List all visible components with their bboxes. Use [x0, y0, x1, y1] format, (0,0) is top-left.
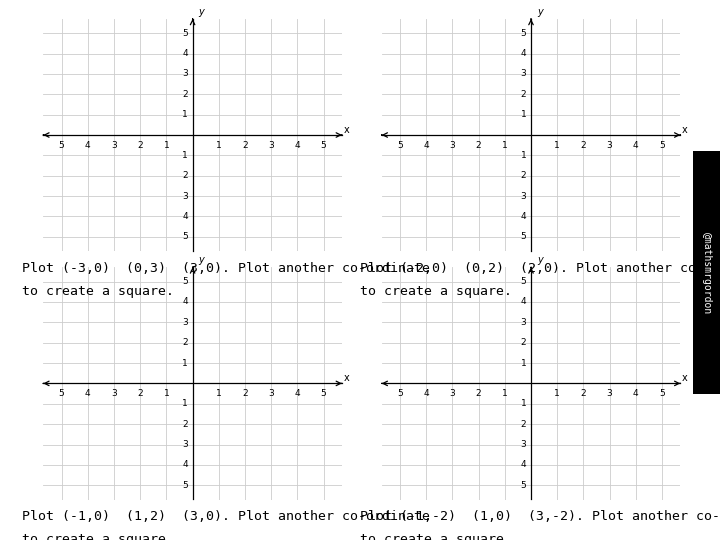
Text: 5: 5 — [182, 481, 188, 490]
Text: 5: 5 — [321, 141, 327, 150]
Text: 3: 3 — [607, 389, 613, 398]
Text: 4: 4 — [521, 212, 526, 221]
Text: 4: 4 — [182, 298, 188, 306]
Text: 2: 2 — [242, 141, 248, 150]
Text: 4: 4 — [294, 389, 300, 398]
Text: x: x — [343, 125, 349, 135]
Text: y: y — [537, 7, 542, 17]
Text: 2: 2 — [521, 338, 526, 347]
Text: 1: 1 — [182, 110, 188, 119]
Text: 3: 3 — [182, 318, 188, 327]
Text: 1: 1 — [182, 399, 188, 408]
Text: 3: 3 — [182, 440, 188, 449]
Text: 4: 4 — [633, 141, 639, 150]
Text: Plot (-3,0)  (0,3)  (3,0). Plot another co-ordinate: Plot (-3,0) (0,3) (3,0). Plot another co… — [22, 262, 430, 275]
Text: to create a square.: to create a square. — [22, 533, 174, 540]
Text: to create a square.: to create a square. — [360, 285, 512, 298]
Text: 1: 1 — [554, 389, 560, 398]
Text: 2: 2 — [138, 141, 143, 150]
Text: 3: 3 — [449, 141, 455, 150]
Text: 2: 2 — [476, 389, 482, 398]
Text: 5: 5 — [521, 277, 526, 286]
Text: 3: 3 — [269, 389, 274, 398]
Text: 2: 2 — [138, 389, 143, 398]
Text: 4: 4 — [182, 49, 188, 58]
Text: 5: 5 — [182, 29, 188, 38]
Text: 5: 5 — [521, 481, 526, 490]
Text: x: x — [343, 373, 349, 383]
Text: 1: 1 — [554, 141, 560, 150]
Text: 2: 2 — [242, 389, 248, 398]
Text: 5: 5 — [58, 389, 64, 398]
Text: 4: 4 — [85, 141, 91, 150]
Text: 2: 2 — [580, 389, 586, 398]
Text: 5: 5 — [660, 141, 665, 150]
Text: @mathsmrgordon: @mathsmrgordon — [702, 232, 711, 314]
Text: 1: 1 — [521, 151, 526, 160]
Text: 4: 4 — [85, 389, 91, 398]
Text: 3: 3 — [521, 440, 526, 449]
Text: 3: 3 — [182, 70, 188, 78]
Text: 1: 1 — [521, 359, 526, 368]
Text: Plot (-1,-2)  (1,0)  (3,-2). Plot another co-ordinate: Plot (-1,-2) (1,0) (3,-2). Plot another … — [360, 510, 720, 523]
Text: 3: 3 — [521, 192, 526, 200]
Text: 2: 2 — [476, 141, 482, 150]
Text: 1: 1 — [182, 359, 188, 368]
Text: 1: 1 — [216, 141, 222, 150]
Text: 5: 5 — [397, 389, 402, 398]
Text: 4: 4 — [423, 141, 429, 150]
Text: 1: 1 — [163, 389, 169, 398]
Text: 3: 3 — [111, 141, 117, 150]
Text: 4: 4 — [423, 389, 429, 398]
Text: 1: 1 — [216, 389, 222, 398]
Text: 2: 2 — [521, 90, 526, 99]
Text: 1: 1 — [502, 141, 508, 150]
Text: 5: 5 — [660, 389, 665, 398]
Text: 5: 5 — [397, 141, 402, 150]
Text: 5: 5 — [521, 232, 526, 241]
Text: 2: 2 — [580, 141, 586, 150]
Text: 5: 5 — [58, 141, 64, 150]
Text: x: x — [682, 373, 688, 383]
Text: 5: 5 — [321, 389, 327, 398]
Text: x: x — [682, 125, 688, 135]
Text: 3: 3 — [521, 318, 526, 327]
Text: Plot (-2,0)  (0,2)  (2,0). Plot another co-ordinate: Plot (-2,0) (0,2) (2,0). Plot another co… — [360, 262, 720, 275]
Text: 1: 1 — [521, 110, 526, 119]
Text: 2: 2 — [182, 338, 188, 347]
Text: 1: 1 — [502, 389, 508, 398]
Text: 4: 4 — [521, 49, 526, 58]
Text: y: y — [199, 7, 204, 17]
Text: 4: 4 — [521, 461, 526, 469]
Text: 2: 2 — [521, 420, 526, 429]
Text: 4: 4 — [182, 212, 188, 221]
Text: 5: 5 — [182, 232, 188, 241]
Text: 4: 4 — [182, 461, 188, 469]
Text: to create a square.: to create a square. — [22, 285, 174, 298]
Text: 3: 3 — [269, 141, 274, 150]
Text: 1: 1 — [521, 399, 526, 408]
Text: y: y — [199, 255, 204, 265]
Text: 3: 3 — [111, 389, 117, 398]
Text: 2: 2 — [182, 420, 188, 429]
Text: 3: 3 — [607, 141, 613, 150]
Text: 5: 5 — [521, 29, 526, 38]
Text: 3: 3 — [521, 70, 526, 78]
Text: 4: 4 — [294, 141, 300, 150]
Text: 4: 4 — [633, 389, 639, 398]
Text: 4: 4 — [521, 298, 526, 306]
Text: 2: 2 — [521, 171, 526, 180]
Text: 3: 3 — [449, 389, 455, 398]
Text: 3: 3 — [182, 192, 188, 200]
Text: Plot (-1,0)  (1,2)  (3,0). Plot another co-ordinate: Plot (-1,0) (1,2) (3,0). Plot another co… — [22, 510, 430, 523]
Text: to create a square.: to create a square. — [360, 533, 512, 540]
Text: 5: 5 — [182, 277, 188, 286]
Text: 2: 2 — [182, 171, 188, 180]
Text: y: y — [537, 255, 542, 265]
Text: 1: 1 — [182, 151, 188, 160]
Text: 2: 2 — [182, 90, 188, 99]
Text: 1: 1 — [163, 141, 169, 150]
